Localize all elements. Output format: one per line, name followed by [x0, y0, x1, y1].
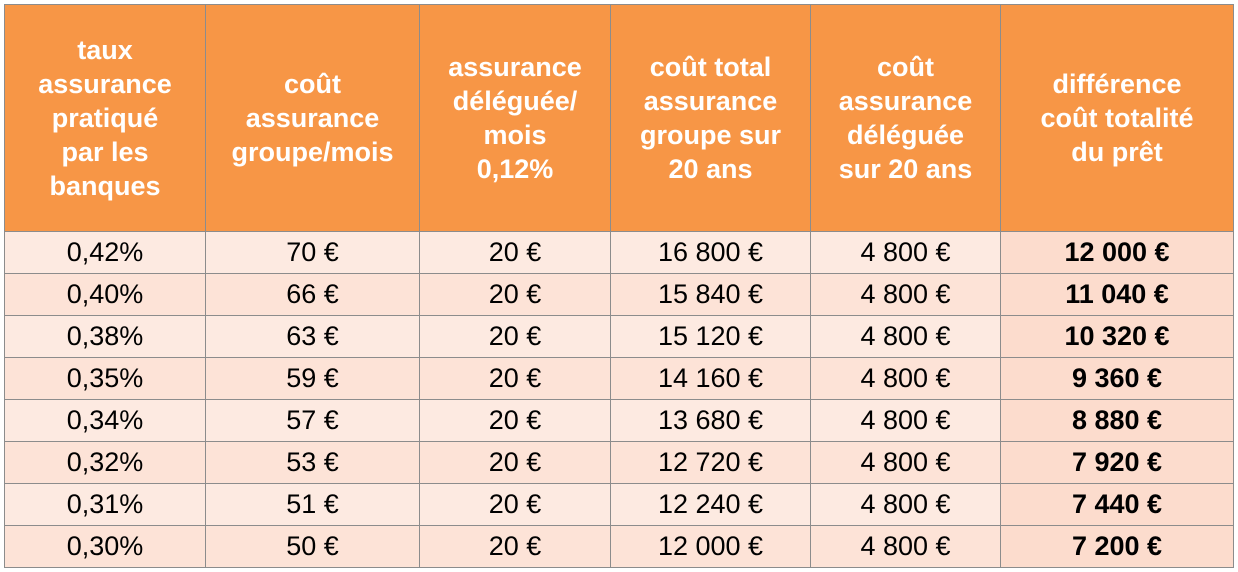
table-cell: 12 000 €: [1000, 231, 1234, 274]
header-line: coût: [284, 69, 341, 99]
table-cell: 15 840 €: [610, 273, 811, 316]
table-cell: 10 320 €: [1000, 315, 1234, 358]
table-row: 0,31% 51 €20 €12 240 €4 800 €7 440 €: [4, 483, 1234, 526]
table-cell: 12 720 €: [610, 441, 811, 484]
header-line: coût: [877, 52, 934, 82]
header-line: mois: [483, 120, 547, 150]
header-line: sur 20 ans: [838, 154, 973, 184]
table-cell: 57 €: [205, 399, 420, 442]
table-cell: 4 800 €: [810, 399, 1001, 442]
table-cell: 0,42%: [4, 231, 206, 274]
header-line: groupe sur: [639, 120, 781, 150]
header-line: assurance: [643, 86, 778, 116]
table-row: 0,30% 50 €20 €12 000 €4 800 €7 200 €: [4, 525, 1234, 568]
table-cell: 15 120 €: [610, 315, 811, 358]
header-line: pratiqué: [51, 103, 159, 133]
header-line: assurance: [448, 52, 582, 82]
header-cell: assurance déléguée/mois 0,12%: [419, 4, 611, 232]
header-line: groupe/mois: [231, 137, 394, 167]
header-cell: coût assurance déléguée sur 20 ans: [810, 4, 1001, 232]
header-line: assurance: [38, 69, 172, 99]
header-line: banques: [49, 171, 161, 201]
table-cell: 0,30%: [4, 525, 206, 568]
header-line: taux: [77, 35, 133, 65]
table-cell: 4 800 €: [810, 483, 1001, 526]
header-line: coût totalité: [1040, 103, 1194, 133]
table-cell: 13 680 €: [610, 399, 811, 442]
header-line: 20 ans: [668, 154, 753, 184]
header-line: différence: [1052, 69, 1182, 99]
table-row: 0,32% 53 €20 €12 720 €4 800 €7 920 €: [4, 441, 1234, 484]
table-cell: 51 €: [205, 483, 420, 526]
table-cell: 20 €: [419, 315, 611, 358]
table-cell: 4 800 €: [810, 357, 1001, 400]
header-row: taux assurance pratiqué par les banques coût a…: [4, 4, 1234, 232]
table-cell: 14 160 €: [610, 357, 811, 400]
table-row: 0,40% 66 €20 €15 840 €4 800 €11 040 €: [4, 273, 1234, 316]
table-cell: 12 240 €: [610, 483, 811, 526]
header-line: coût total: [649, 52, 772, 82]
table-cell: 4 800 €: [810, 315, 1001, 358]
table-row: 0,34% 57 €20 €13 680 €4 800 €8 880 €: [4, 399, 1234, 442]
table-cell: 59 €: [205, 357, 420, 400]
table-cell: 4 800 €: [810, 525, 1001, 568]
table-cell: 0,32%: [4, 441, 206, 484]
table-row: 0,42% 70 €20 €16 800 €4 800 €12 000 €: [4, 231, 1234, 274]
header-line: déléguée/: [452, 86, 578, 116]
table-cell: 0,35%: [4, 357, 206, 400]
header-cell: taux assurance pratiqué par les banques: [4, 4, 206, 232]
table-cell: 20 €: [419, 231, 611, 274]
table-cell: 63 €: [205, 315, 420, 358]
table-cell: 53 €: [205, 441, 420, 484]
table-cell: 7 440 €: [1000, 483, 1234, 526]
table-cell: 20 €: [419, 399, 611, 442]
table-cell: 4 800 €: [810, 441, 1001, 484]
header-line: assurance: [838, 86, 973, 116]
header-cell: coût total assurance groupe sur 20 ans: [610, 4, 811, 232]
table-cell: 7 920 €: [1000, 441, 1234, 484]
header-cell: coût assurance groupe/mois: [205, 4, 420, 232]
table-body: 0,42% 70 €20 €16 800 €4 800 €12 000 €0,40…: [4, 231, 1234, 568]
table-cell: 7 200 €: [1000, 525, 1234, 568]
table-cell: 20 €: [419, 273, 611, 316]
header-line: 0,12%: [476, 154, 554, 184]
table-cell: 9 360 €: [1000, 357, 1234, 400]
table-cell: 0,38%: [4, 315, 206, 358]
table-cell: 0,40%: [4, 273, 206, 316]
table-cell: 50 €: [205, 525, 420, 568]
table-cell: 16 800 €: [610, 231, 811, 274]
header-cell: différence coût totalité du prêt: [1000, 4, 1234, 232]
header-line: par les: [61, 137, 149, 167]
table-cell: 0,31%: [4, 483, 206, 526]
table-cell: 4 800 €: [810, 273, 1001, 316]
table-cell: 70 €: [205, 231, 420, 274]
header-line: déléguée: [846, 120, 965, 150]
insurance-table: taux assurance pratiqué par les banques coût a…: [4, 4, 1234, 568]
table-cell: 20 €: [419, 525, 611, 568]
table-cell: 8 880 €: [1000, 399, 1234, 442]
table-cell: 0,34%: [4, 399, 206, 442]
table-row: 0,35% 59 €20 €14 160 €4 800 €9 360 €: [4, 357, 1234, 400]
table-cell: 66 €: [205, 273, 420, 316]
table-cell: 4 800 €: [810, 231, 1001, 274]
header-line: assurance: [245, 103, 380, 133]
table-cell: 20 €: [419, 483, 611, 526]
table-cell: 20 €: [419, 441, 611, 484]
header-line: du prêt: [1071, 137, 1163, 167]
table-row: 0,38% 63 €20 €15 120 €4 800 €10 320 €: [4, 315, 1234, 358]
table-cell: 12 000 €: [610, 525, 811, 568]
table-cell: 20 €: [419, 357, 611, 400]
table-cell: 11 040 €: [1000, 273, 1234, 316]
